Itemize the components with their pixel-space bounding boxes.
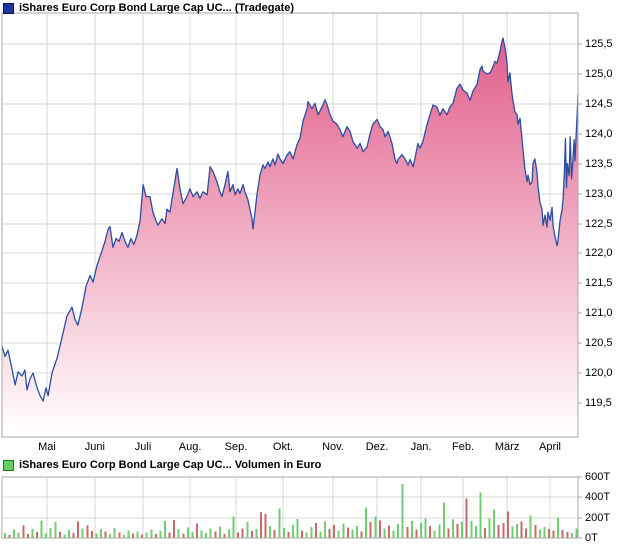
price-y-tick-label: 120,0 [585,367,613,379]
price-y-tick-label: 121,0 [585,307,613,320]
price-y-tick-label: 123,0 [585,187,613,200]
price-y-tick-label: 123,5 [585,157,613,170]
price-chart-header: iShares Euro Corp Bond Large Cap UC... (… [3,2,294,15]
x-month-tick-label: Aug. [178,441,202,453]
price-series-legend-icon [3,3,14,14]
price-y-tick-label: 121,5 [585,277,613,290]
price-chart-title: iShares Euro Corp Bond Large Cap UC... (… [19,2,295,14]
price-y-tick-label: 119,5 [585,396,612,409]
price-y-tick-label: 122,0 [585,247,613,260]
price-y-tick-label: 122,5 [585,217,613,230]
x-month-tick-label: Nov. [322,441,344,453]
price-y-tick-label: 125,5 [585,38,613,51]
price-y-tick-label: 125,0 [585,67,613,80]
x-month-tick-label: Dez. [365,441,389,453]
volume-y-tick-label: 600T [585,471,611,483]
price-y-tick-label: 124,5 [585,97,613,110]
volume-y-tick-label: 0T [585,532,598,544]
x-month-tick-label: März [494,441,520,453]
x-month-tick-label: Juli [134,441,152,453]
x-month-tick-label: Feb. [452,441,475,453]
x-month-tick-label: April [538,441,561,453]
volume-chart-title: iShares Euro Corp Bond Large Cap UC... V… [19,459,322,471]
x-month-tick-label: Jan. [410,441,432,453]
volume-chart-header: iShares Euro Corp Bond Large Cap UC... V… [3,459,321,472]
x-month-tick-label: Sep. [224,441,248,453]
volume-series-legend-icon [3,460,14,471]
x-month-tick-label: Okt. [272,441,294,453]
price-y-tick-label: 120,5 [585,337,613,350]
volume-y-tick-label: 400T [585,491,611,504]
volume-y-tick-label: 200T [585,511,611,524]
x-month-tick-label: Mai [38,441,56,453]
price-y-tick-label: 124,0 [585,127,613,140]
x-month-tick-label: Juni [84,441,105,453]
